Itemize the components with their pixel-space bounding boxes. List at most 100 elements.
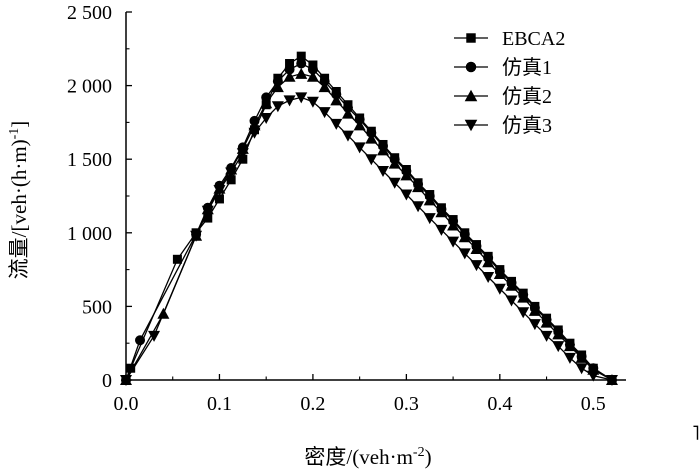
data-point <box>552 328 565 340</box>
legend-label: EBCA2 <box>502 28 565 50</box>
data-point <box>296 51 306 61</box>
legend-item: 仿真2 <box>454 85 552 108</box>
series-4 <box>120 92 618 386</box>
x-tick-label: 0.4 <box>487 393 512 415</box>
legend-item: 仿真3 <box>454 114 552 137</box>
data-point <box>377 165 390 177</box>
data-point <box>307 64 318 75</box>
data-point <box>248 119 261 131</box>
data-point <box>575 351 588 363</box>
data-point <box>353 142 366 154</box>
legend-marker <box>464 119 478 132</box>
y-axis-title: 流量/[veh·(h·m)-1] <box>7 121 31 280</box>
data-point <box>353 119 366 131</box>
data-point <box>505 279 518 291</box>
data-point <box>296 58 307 69</box>
data-point <box>423 194 436 206</box>
data-point <box>248 127 261 139</box>
ticks: 0.0 0.1 0.2 0.3 0.4 0.5 0 500 1 000 1 500 2 000 2 5… <box>67 2 606 415</box>
data-point <box>493 268 506 280</box>
data-point <box>225 167 238 179</box>
data-point <box>575 363 588 375</box>
legend-item: EBCA2 <box>454 28 565 50</box>
data-point <box>318 81 331 93</box>
data-point <box>470 242 483 254</box>
x-axis-title: 密度/(veh·m-2) <box>304 445 431 469</box>
data-point <box>295 92 308 104</box>
x-tick-label: 0.3 <box>394 393 419 415</box>
data-point <box>284 64 295 75</box>
data-point <box>201 205 214 217</box>
data-point <box>341 130 354 142</box>
data-point <box>528 304 541 316</box>
data-point <box>236 148 249 160</box>
x-tick-label: 0.2 <box>300 393 325 415</box>
y-tick-label: 1 000 <box>67 223 112 245</box>
x-tick-label: 0.0 <box>114 393 139 415</box>
data-point <box>365 154 378 166</box>
data-point <box>517 291 530 303</box>
data-point <box>306 96 319 108</box>
data-point <box>341 107 354 119</box>
data-point <box>330 94 343 106</box>
data-point <box>213 185 226 197</box>
data-point <box>271 81 284 93</box>
data-point <box>260 112 273 124</box>
data-point <box>295 67 308 79</box>
legend-label: 仿真3 <box>502 114 552 137</box>
legend-marker <box>465 61 477 73</box>
data-point <box>203 213 213 223</box>
data-point <box>517 307 530 319</box>
data-point <box>563 340 576 352</box>
corner-mark: ˥ <box>692 423 700 445</box>
y-tick-label: 2 500 <box>67 2 112 24</box>
data-point <box>540 330 553 342</box>
data-point <box>458 248 471 260</box>
data-point <box>377 144 390 156</box>
data-point <box>423 213 436 225</box>
data-point <box>493 283 506 295</box>
x-tick-label: 0.5 <box>581 393 606 415</box>
data-point <box>306 70 319 82</box>
data-point <box>540 316 553 328</box>
data-point <box>135 335 146 346</box>
y-tick-label: 2 000 <box>67 76 112 98</box>
data-point <box>482 271 495 283</box>
data-point <box>400 189 413 201</box>
data-point <box>318 107 331 119</box>
legend-item: 仿真1 <box>454 56 552 79</box>
legend-label: 仿真2 <box>502 85 552 108</box>
y-tick-label: 1 500 <box>67 149 112 171</box>
y-tick-label: 0 <box>102 370 112 392</box>
data-point <box>148 330 161 342</box>
legend: EBCA2 仿真1 仿真2 仿真3 <box>454 28 565 137</box>
data-point <box>528 319 541 331</box>
data-point <box>388 157 401 169</box>
data-point <box>563 352 576 364</box>
data-point <box>505 295 518 307</box>
data-point <box>214 194 224 204</box>
data-point <box>226 175 236 185</box>
data-point <box>190 230 203 242</box>
data-point <box>400 169 413 181</box>
data-point <box>330 118 343 130</box>
data-point <box>285 59 295 69</box>
data-point <box>283 70 296 82</box>
series-layer <box>120 51 618 386</box>
data-point <box>552 341 565 353</box>
data-point <box>412 181 425 193</box>
legend-marker <box>466 33 476 43</box>
data-point <box>260 97 273 109</box>
data-point <box>388 177 401 189</box>
data-point <box>447 219 460 231</box>
data-point <box>458 231 471 243</box>
data-point <box>482 256 495 268</box>
legend-label: 仿真1 <box>502 56 552 79</box>
data-point <box>412 201 425 213</box>
data-point <box>172 254 182 264</box>
data-point <box>447 236 460 248</box>
series-line <box>125 62 613 381</box>
data-point <box>435 224 448 236</box>
data-point <box>271 101 284 113</box>
